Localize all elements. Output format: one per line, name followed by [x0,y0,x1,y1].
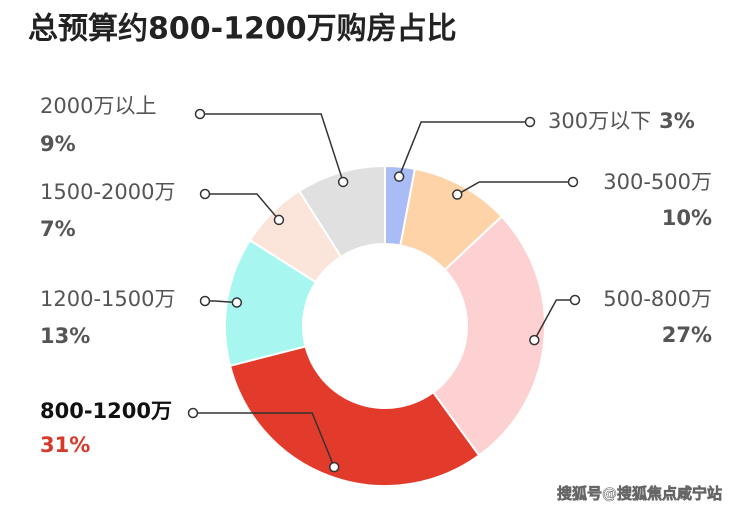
leader-dot [199,188,211,200]
leader-dot [187,407,199,419]
value-label: 7% [40,217,76,241]
leader-dot [529,334,540,346]
leader-line [193,412,335,468]
leader-line [398,121,530,177]
category-label: 300-500万 [603,170,712,194]
leader-line [205,193,280,221]
leader-line [200,113,344,183]
donut-slice [297,164,386,259]
donut-slice [431,215,546,457]
donut-slice [228,345,481,487]
leader-dot [231,297,243,308]
value-label: 9% [40,132,76,156]
leader-dot [452,189,463,200]
category-label: 300万以下 [548,109,651,133]
chart-title: 总预算约800-1200万购房占比 [28,12,457,47]
leader-dot [337,176,349,188]
leader-dot [393,171,405,182]
watermark: 搜狐号@搜狐焦点咸宁站 [557,485,722,503]
value-label: 31% [40,433,90,457]
leader-dot [524,116,536,128]
category-label: 1500-2000万 [40,180,175,204]
category-label: 1200-1500万 [40,287,175,311]
leader-dot [569,294,581,306]
value-label: 27% [662,323,712,347]
leader-line [533,299,575,341]
value-label: 3% [659,109,695,133]
leader-dot [273,214,285,226]
leader-dot [328,461,340,473]
category-label: 800-1200万 [40,399,172,423]
leader-dot [194,108,206,120]
category-label: 500-800万 [603,287,712,311]
value-label: 13% [40,324,90,348]
leader-dot [567,176,579,188]
leader-dot [199,295,211,307]
category-label: 2000万以上 [40,94,156,118]
value-label: 10% [662,206,712,230]
leader-line [456,181,573,196]
